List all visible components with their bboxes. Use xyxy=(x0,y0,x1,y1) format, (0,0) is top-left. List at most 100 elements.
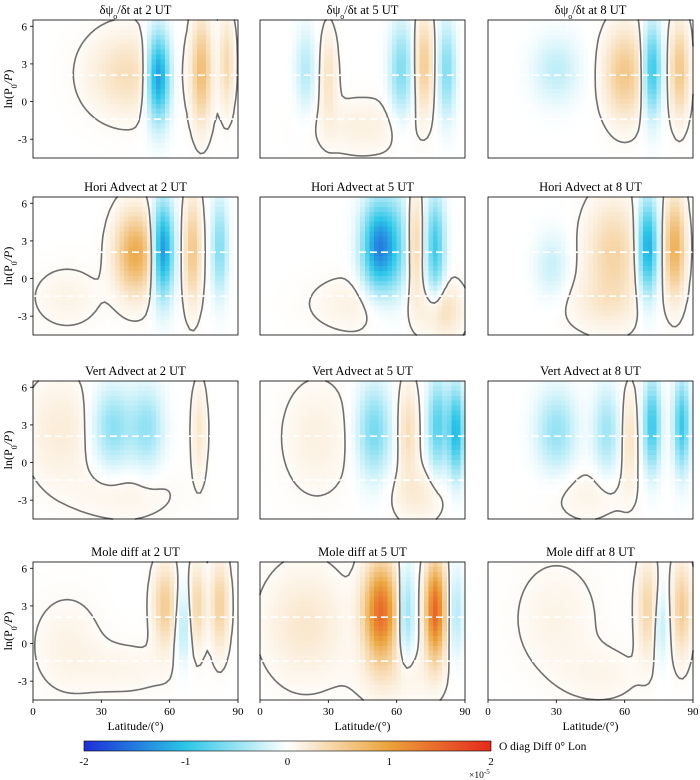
heatmap-cell xyxy=(652,69,657,75)
heatmap-cell xyxy=(601,89,607,95)
heatmap-cell xyxy=(156,285,161,292)
heatmap-cell xyxy=(46,20,52,26)
heatmap-cell xyxy=(533,34,539,41)
heatmap-cell xyxy=(110,29,116,36)
heatmap-cell xyxy=(611,138,616,144)
heatmap-cell xyxy=(592,118,598,124)
heatmap-cell xyxy=(151,241,157,247)
heatmap-cell xyxy=(683,69,689,75)
heatmap-cell xyxy=(688,98,694,105)
heatmap-cell xyxy=(51,74,57,80)
heatmap-cell xyxy=(165,280,171,287)
heatmap-cell xyxy=(105,29,111,36)
heatmap-cell xyxy=(156,256,161,262)
heatmap-cell xyxy=(647,138,653,144)
heatmap-cell xyxy=(142,138,148,144)
heatmap-cell xyxy=(515,64,521,70)
heatmap-cell xyxy=(51,226,57,232)
heatmap-cell xyxy=(264,148,270,154)
heatmap-cell xyxy=(192,153,198,159)
heatmap-cell xyxy=(169,89,175,95)
heatmap-cell xyxy=(146,84,152,90)
heatmap-cell xyxy=(210,261,216,267)
heatmap-cell xyxy=(332,148,338,154)
heatmap-cell xyxy=(60,197,66,203)
heatmap-cell xyxy=(529,113,534,119)
heatmap-cell xyxy=(37,133,43,139)
heatmap-cell xyxy=(33,216,38,223)
heatmap-cell xyxy=(51,133,57,139)
heatmap-cell xyxy=(656,84,662,90)
heatmap-cell xyxy=(187,270,193,277)
heatmap-cell xyxy=(151,285,157,292)
heatmap-cell xyxy=(33,39,38,46)
heatmap-cell xyxy=(419,143,425,149)
heatmap-cell xyxy=(524,79,530,85)
heatmap-cell xyxy=(488,29,493,36)
heatmap-cell xyxy=(165,89,171,95)
heatmap-cell xyxy=(169,93,175,100)
heatmap-cell xyxy=(355,138,361,144)
heatmap-cell xyxy=(83,305,89,311)
heatmap-cell xyxy=(115,84,120,90)
heatmap-cell xyxy=(260,108,265,115)
heatmap-cell xyxy=(187,310,193,316)
heatmap-cell xyxy=(428,24,434,31)
heatmap-cell xyxy=(201,261,207,267)
heatmap-cell xyxy=(346,69,352,75)
heatmap-cell xyxy=(78,64,84,70)
heatmap-cell xyxy=(201,246,207,252)
heatmap-cell xyxy=(624,103,630,110)
heatmap-cell xyxy=(37,20,43,26)
heatmap-cell xyxy=(378,69,384,75)
heatmap-cell xyxy=(455,133,461,139)
heatmap-cell xyxy=(260,64,265,70)
heatmap-cell xyxy=(64,325,70,331)
heatmap-cell xyxy=(42,148,48,154)
heatmap-cell xyxy=(219,59,225,65)
heatmap-cell xyxy=(74,285,79,292)
heatmap-cell xyxy=(401,133,407,139)
heatmap-cell xyxy=(597,39,603,46)
heatmap-cell xyxy=(174,59,180,65)
heatmap-cell xyxy=(414,93,420,100)
heatmap-cell xyxy=(442,59,448,65)
heatmap-cell xyxy=(373,29,379,36)
heatmap-cell xyxy=(556,118,562,124)
heatmap-cell xyxy=(42,241,48,247)
heatmap-cell xyxy=(387,89,393,95)
heatmap-cell xyxy=(78,29,84,36)
heatmap-cell xyxy=(42,143,48,149)
heatmap-cell xyxy=(165,103,171,110)
heatmap-cell xyxy=(387,118,393,124)
heatmap-cell xyxy=(151,295,157,301)
heatmap-cell xyxy=(183,221,189,227)
heatmap-cell xyxy=(228,54,234,60)
heatmap-cell xyxy=(342,49,347,55)
heatmap-cell xyxy=(574,79,580,85)
heatmap-cell xyxy=(319,93,325,100)
heatmap-cell xyxy=(565,128,571,134)
heatmap-cell xyxy=(165,29,171,36)
heatmap-cell xyxy=(652,74,657,80)
heatmap-cell xyxy=(455,34,461,41)
heatmap-cell xyxy=(233,123,239,129)
heatmap-cell xyxy=(174,113,180,119)
heatmap-cell xyxy=(387,153,393,159)
heatmap-cell xyxy=(515,34,521,41)
heatmap-cell xyxy=(137,330,143,336)
heatmap-cell xyxy=(37,256,43,262)
heatmap-cell xyxy=(64,153,70,159)
heatmap-cell xyxy=(210,113,216,119)
heatmap-cell xyxy=(119,275,125,282)
heatmap-cell xyxy=(119,64,125,70)
heatmap-cell xyxy=(269,49,275,55)
heatmap-cell xyxy=(269,108,275,115)
heatmap-cell xyxy=(105,59,111,65)
heatmap-cell xyxy=(360,20,366,26)
heatmap-cell xyxy=(260,153,265,159)
heatmap-cell xyxy=(160,216,166,223)
heatmap-cell xyxy=(665,128,671,134)
heatmap-cell xyxy=(656,138,662,144)
y-axis-label-subscript: 0 xyxy=(10,84,19,88)
